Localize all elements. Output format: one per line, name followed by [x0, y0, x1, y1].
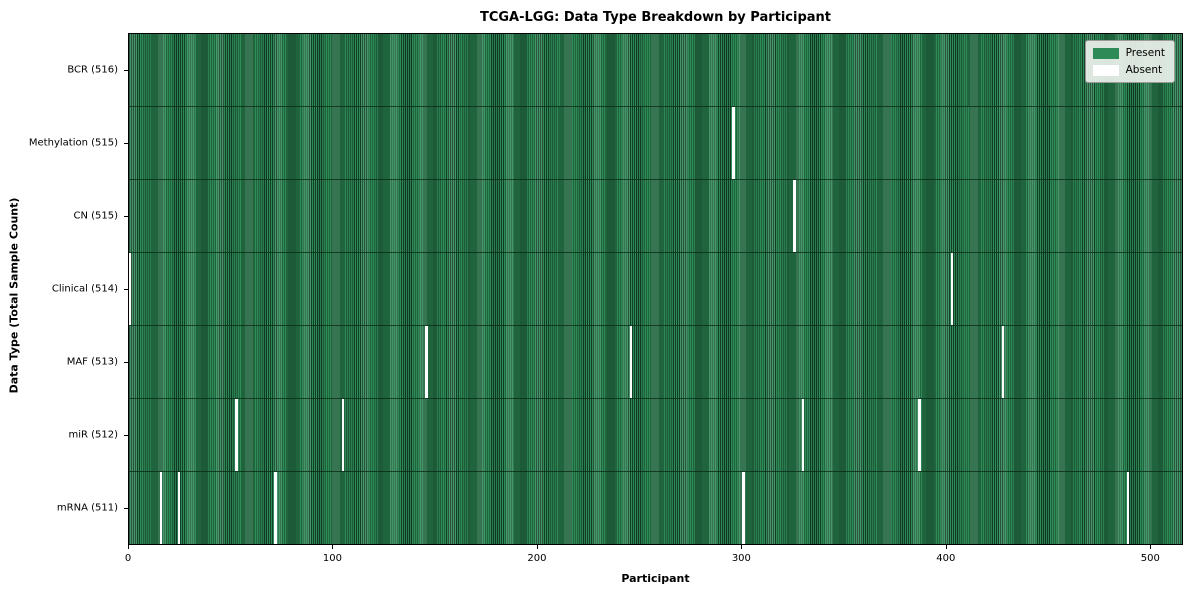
absent-gap: [129, 253, 132, 325]
y-tick-label: Clinical (514): [51, 283, 118, 295]
absent-gap: [274, 472, 277, 544]
absent-gap: [235, 399, 238, 471]
legend-label-absent: Absent: [1125, 64, 1163, 76]
y-tick: [124, 289, 128, 290]
y-tick-label: CN (515): [73, 210, 118, 222]
y-tick-label: BCR (516): [67, 64, 118, 76]
x-tick: [128, 545, 129, 549]
heatmap-row-BCR: [129, 34, 1182, 106]
legend-item-absent: Absent: [1092, 64, 1165, 76]
absent-swatch: [1092, 64, 1119, 76]
absent-gap: [1126, 472, 1130, 544]
legend: Present Absent: [1084, 40, 1175, 83]
y-tick-label: Methylation (515): [28, 137, 118, 149]
absent-gap: [801, 399, 805, 471]
x-tick-label: 100: [322, 553, 342, 564]
heatmap-row-mRNA: [129, 471, 1182, 544]
x-tick: [332, 545, 334, 549]
x-tick-label: 400: [936, 553, 956, 564]
legend-label-present: Present: [1125, 47, 1165, 59]
x-tick-label: 0: [124, 553, 132, 564]
x-tick: [741, 545, 743, 549]
absent-gap: [732, 107, 735, 179]
y-tick: [124, 435, 128, 437]
absent-gap: [950, 253, 954, 325]
x-tick-label: 200: [527, 553, 547, 564]
plot-area: Present Absent: [128, 33, 1183, 545]
absent-gap: [1002, 326, 1005, 398]
legend-item-present: Present: [1092, 47, 1165, 59]
absent-gap: [341, 399, 345, 471]
heatmap-row-Methylation: [129, 106, 1182, 179]
y-tick: [124, 508, 128, 510]
chart-title: TCGA-LGG: Data Type Breakdown by Partici…: [479, 10, 832, 25]
x-tick-label: 300: [731, 553, 751, 564]
absent-gap: [742, 472, 745, 544]
absent-gap: [918, 399, 921, 471]
heatmap-row-MAF: [129, 325, 1182, 398]
y-tick-label: MAF (513): [66, 356, 118, 368]
absent-gap: [159, 472, 163, 544]
y-tick: [124, 362, 128, 364]
x-axis-title: Participant: [621, 572, 690, 585]
x-tick: [1150, 545, 1152, 549]
heatmap-row-Clinical: [129, 252, 1182, 325]
y-tick: [124, 215, 128, 217]
x-tick-label: 500: [1140, 553, 1160, 564]
y-tick: [124, 142, 128, 144]
y-tick-label: mRNA (511): [56, 502, 118, 514]
y-tick: [124, 69, 128, 71]
absent-gap: [629, 326, 633, 398]
absent-gap: [425, 326, 428, 398]
heatmap-row-miR: [129, 398, 1182, 471]
present-swatch: [1092, 47, 1119, 59]
absent-gap: [178, 472, 181, 544]
y-tick-label: miR (512): [68, 429, 118, 441]
x-tick: [536, 545, 538, 549]
absent-gap: [793, 180, 796, 252]
heatmap-row-CN: [129, 179, 1182, 252]
x-tick: [945, 545, 947, 549]
